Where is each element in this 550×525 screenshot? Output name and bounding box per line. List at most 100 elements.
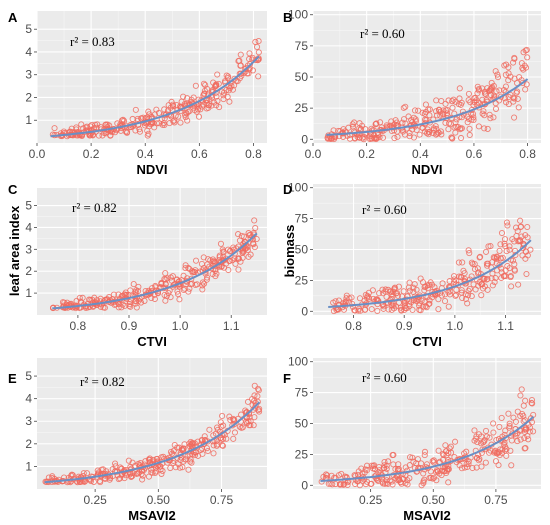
x-tick-label: 0.0	[305, 147, 322, 161]
data-point	[251, 392, 258, 399]
fit-curve	[52, 232, 258, 310]
data-point	[194, 106, 202, 113]
data-point	[68, 478, 75, 485]
data-point	[245, 410, 252, 417]
data-point	[452, 119, 459, 126]
data-point	[229, 257, 236, 264]
data-point	[425, 300, 432, 308]
data-point	[480, 438, 488, 445]
data-point	[230, 435, 237, 442]
data-point	[355, 307, 362, 314]
x-tick-label: 0.8	[245, 147, 262, 161]
data-point	[216, 104, 223, 111]
data-point	[528, 396, 536, 404]
data-point	[181, 285, 188, 292]
data-point	[503, 446, 510, 453]
data-point	[522, 64, 530, 71]
data-point	[440, 451, 447, 459]
data-point	[474, 270, 482, 277]
data-point	[184, 117, 191, 124]
data-point	[185, 108, 192, 115]
x-tick-label: 1.0	[447, 319, 464, 333]
data-point	[514, 95, 521, 102]
data-point	[210, 442, 217, 449]
data-point	[352, 307, 359, 314]
data-point	[210, 79, 217, 86]
y-tick-label: 75	[295, 39, 309, 53]
data-point	[192, 82, 199, 89]
data-point	[187, 441, 195, 449]
data-point	[471, 260, 478, 268]
data-point	[514, 438, 521, 445]
data-point	[100, 466, 107, 473]
data-point	[426, 281, 433, 288]
data-point	[187, 438, 194, 446]
data-point	[156, 120, 163, 127]
data-point	[217, 240, 225, 247]
data-point	[332, 298, 339, 305]
data-point	[453, 116, 460, 123]
data-point	[206, 426, 213, 433]
data-point	[213, 270, 220, 277]
data-point	[430, 459, 437, 466]
data-point	[400, 104, 407, 111]
data-point	[157, 466, 164, 473]
data-point	[496, 87, 503, 94]
data-point	[508, 462, 515, 469]
data-point	[231, 75, 238, 82]
data-point	[343, 474, 350, 481]
data-point	[467, 99, 474, 106]
data-point	[515, 238, 522, 245]
data-point	[188, 459, 195, 466]
data-point	[430, 457, 437, 464]
data-point	[445, 479, 452, 486]
data-point	[212, 258, 219, 265]
data-point	[406, 279, 413, 286]
data-point	[426, 474, 433, 481]
data-point	[404, 477, 411, 484]
data-point	[226, 248, 233, 255]
data-point	[504, 222, 511, 229]
data-point	[422, 302, 429, 310]
data-point	[488, 79, 495, 86]
r-squared-annotation: r² = 0.82	[72, 200, 117, 215]
data-point	[517, 436, 524, 443]
x-tick-label: 0.9	[121, 319, 138, 333]
data-point	[220, 249, 227, 256]
data-point	[489, 270, 496, 277]
data-point	[333, 307, 340, 314]
fit-curve	[320, 416, 535, 482]
data-point	[162, 297, 169, 304]
data-point	[512, 224, 520, 231]
data-point	[214, 71, 221, 78]
data-point	[102, 475, 109, 483]
data-point	[391, 135, 398, 142]
data-point	[464, 300, 471, 307]
data-point	[486, 88, 493, 95]
data-point	[181, 441, 188, 448]
data-point	[506, 246, 513, 253]
data-point	[182, 265, 189, 272]
data-point	[255, 385, 262, 392]
panel-B: 0.0 0.2 0.4 0.6 0.8 0 25 50 75 100 NDVI Br² = 0.60	[283, 8, 541, 177]
r-squared-annotation: r² = 0.60	[362, 202, 407, 217]
data-point	[223, 72, 230, 79]
data-point	[186, 443, 193, 450]
data-point	[122, 292, 129, 299]
data-point	[447, 449, 455, 456]
data-point	[461, 450, 468, 457]
data-point	[94, 121, 101, 128]
panel-label: C	[8, 182, 18, 197]
data-point	[514, 88, 521, 95]
data-point	[445, 126, 452, 133]
data-points	[330, 217, 534, 315]
x-tick-label: 0.8	[519, 147, 536, 161]
r-squared-annotation: r² = 0.60	[360, 26, 405, 41]
data-point	[469, 110, 477, 118]
data-point	[250, 422, 257, 429]
x-tick-label: 0.75	[210, 493, 234, 507]
x-tick-label: 0.6	[191, 147, 208, 161]
data-point	[142, 458, 149, 465]
data-point	[175, 291, 182, 298]
y-tick-label: 0	[301, 304, 308, 318]
